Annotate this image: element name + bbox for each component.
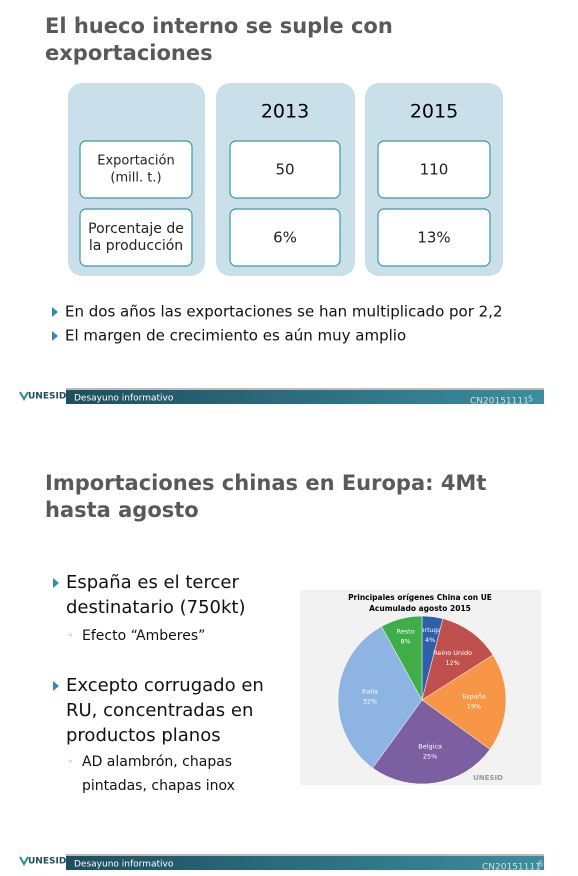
bullet-icon (52, 331, 58, 341)
pie-slice (421, 618, 494, 701)
sub-bullet: AD alambrón, chapas (82, 754, 232, 770)
footer-code: CN20151111 (482, 863, 541, 873)
slice-label: España (462, 693, 486, 701)
slice-value: 12% (445, 659, 459, 667)
slice-label: Italia (362, 688, 378, 696)
cell: 50 (275, 161, 294, 179)
page-number: 5 (528, 395, 533, 404)
row-label: la producción (89, 238, 183, 254)
footer: UNESID Desayuno informativo CN20151111 6 (19, 854, 544, 873)
chart-title: Principales orígenes China con UE (348, 593, 492, 602)
cell: 13% (417, 229, 450, 247)
slice-label: Reino Unido (433, 649, 472, 657)
bullet: El margen de crecimiento es aún muy ampl… (65, 327, 406, 345)
sub-icon: ◦ (68, 632, 73, 642)
footer-text: Desayuno informativo (74, 860, 174, 870)
slice-value: 19% (467, 703, 481, 711)
sub-icon: ◦ (68, 758, 73, 768)
row-label: (mill. t.) (110, 171, 161, 186)
slice-label: Belgica (418, 742, 442, 750)
bullet: destinatario (750kt) (66, 597, 245, 618)
cells (79, 140, 491, 267)
sub-bullet: pintadas, chapas inox (82, 778, 235, 794)
chart: Principales orígenes China con UE Acumul… (300, 590, 541, 785)
slice-label: Resto (397, 628, 415, 636)
title: Importaciones chinas en Europa: 4Mt (45, 471, 486, 495)
footer-code: CN20151111 (470, 397, 529, 407)
footer: UNESID Desayuno informativo CN20151111 5 (19, 388, 544, 407)
title: El hueco interno se suple con (45, 14, 393, 38)
chart-title: Acumulado agosto 2015 (369, 604, 471, 613)
bullet: En dos años las exportaciones se han mul… (65, 303, 503, 321)
header: 2015 (410, 101, 458, 123)
pie-slice (421, 654, 507, 750)
bullet: España es el tercer (66, 572, 239, 593)
bullet-icon (52, 307, 58, 317)
pie-slice (381, 615, 423, 701)
row-label: Porcentaje de (88, 221, 184, 237)
cell: 6% (273, 229, 297, 247)
bullet-icon (53, 578, 59, 588)
slice-value: 25% (423, 752, 437, 760)
slice-value: 8% (401, 638, 411, 646)
pie-slice (337, 626, 423, 769)
slice-value: 32% (363, 698, 377, 706)
bullet: RU, concentradas en (66, 700, 253, 721)
slice-value: 4% (425, 636, 435, 644)
cell: 110 (420, 161, 449, 179)
title: exportaciones (45, 41, 213, 65)
bullet-icon (53, 681, 59, 691)
logo: UNESID (28, 392, 66, 402)
page-number: 6 (538, 860, 543, 869)
bullet: Excepto corrugado en (66, 675, 264, 696)
bullet: productos planos (66, 725, 221, 746)
sub-bullet: Efecto “Amberes” (82, 628, 205, 644)
pie-slice (372, 699, 491, 785)
row-label: Exportación (97, 154, 174, 169)
title: hasta agosto (45, 498, 199, 522)
footer-text: Desayuno informativo (74, 394, 174, 404)
slice-label: Portugal (417, 626, 444, 634)
header: 2013 (261, 101, 309, 123)
logo: UNESID (28, 857, 66, 867)
watermark: UNESID (473, 774, 503, 782)
